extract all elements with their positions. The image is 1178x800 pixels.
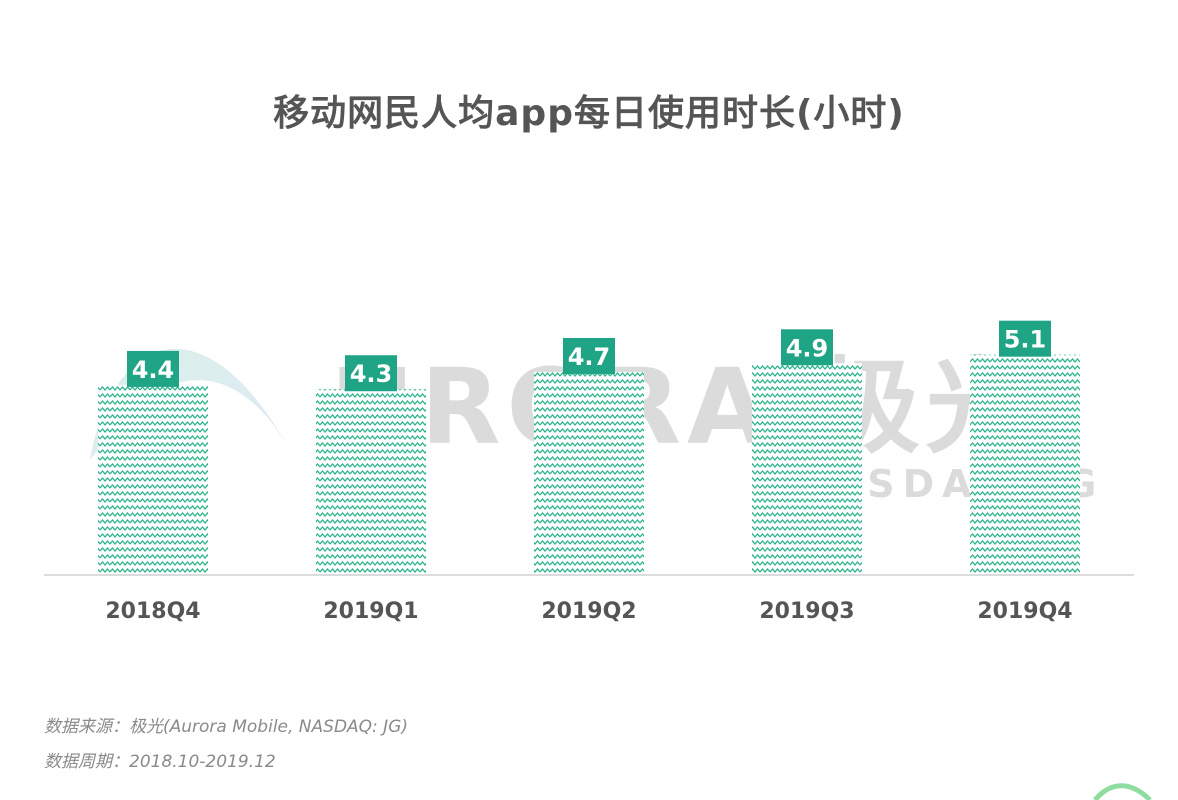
x-tick-label-2018Q4: 2018Q4 <box>105 599 200 624</box>
x-tick-label-2019Q1: 2019Q1 <box>323 599 418 624</box>
value-label-2019Q2: 4.7 <box>568 343 611 371</box>
corner-decoration-icon <box>1093 783 1152 800</box>
data-source-note: 数据来源：极光(Aurora Mobile, NASDAQ: JG) <box>44 717 408 737</box>
bar-2019Q1 <box>316 389 426 575</box>
bar-2019Q3 <box>752 363 862 575</box>
value-label-box-2019Q2 <box>563 337 615 374</box>
value-label-2019Q4: 5.1 <box>1004 326 1047 354</box>
value-label-box-2019Q1 <box>345 355 397 392</box>
bar-2019Q2 <box>534 371 644 575</box>
chart-title: 移动网民人均app每日使用时长(小时) <box>273 93 905 134</box>
bar-2018Q4 <box>98 384 208 575</box>
watermark-text: URORA 极光 <box>330 346 1036 468</box>
bar-2019Q4 <box>970 354 1080 575</box>
value-label-box-2019Q3 <box>781 329 833 366</box>
x-tick-label-2019Q4: 2019Q4 <box>977 599 1072 624</box>
value-label-box-2019Q4 <box>999 320 1051 357</box>
value-label-2018Q4: 4.4 <box>132 356 175 384</box>
data-period-note: 数据周期：2018.10-2019.12 <box>44 752 276 772</box>
value-label-box-2018Q4 <box>127 350 179 387</box>
value-label-2019Q3: 4.9 <box>786 334 829 362</box>
x-tick-label-2019Q2: 2019Q2 <box>541 599 636 624</box>
value-label-2019Q1: 4.3 <box>350 360 393 388</box>
x-tick-label-2019Q3: 2019Q3 <box>759 599 854 624</box>
